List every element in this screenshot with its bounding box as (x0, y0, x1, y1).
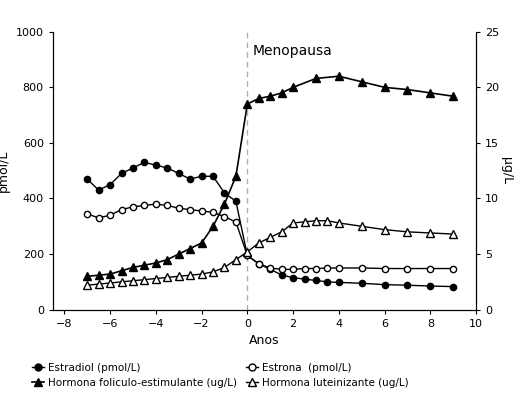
Y-axis label: pmol/L: pmol/L (0, 150, 11, 192)
X-axis label: Anos: Anos (249, 334, 280, 347)
Y-axis label: μg/L: μg/L (500, 157, 513, 184)
Text: Menopausa: Menopausa (253, 44, 333, 58)
Legend: Estradiol (pmol/L), Hormona foliculo-estimulante (ug/L), Estrona  (pmol/L), Horm: Estradiol (pmol/L), Hormona foliculo-est… (32, 362, 409, 388)
